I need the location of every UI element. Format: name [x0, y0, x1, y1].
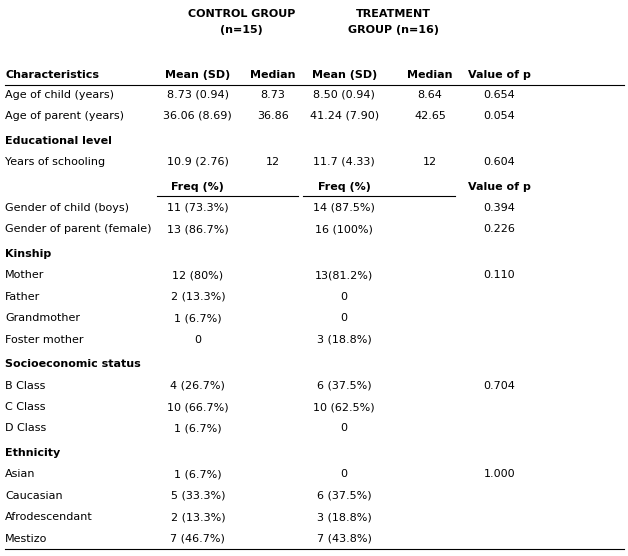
Text: Kinship: Kinship [5, 249, 51, 259]
Text: 12: 12 [423, 157, 437, 167]
Text: GROUP (n=16): GROUP (n=16) [348, 25, 439, 35]
Text: 10.9 (2.76): 10.9 (2.76) [167, 157, 229, 167]
Text: 1 (6.7%): 1 (6.7%) [174, 313, 222, 323]
Text: 7 (46.7%): 7 (46.7%) [170, 534, 225, 544]
Text: 12: 12 [266, 157, 280, 167]
Text: Father: Father [5, 292, 40, 302]
Text: Gender of child (boys): Gender of child (boys) [5, 203, 129, 213]
Text: 36.86: 36.86 [257, 111, 289, 121]
Text: Afrodescendant: Afrodescendant [5, 512, 93, 522]
Text: 41.24 (7.90): 41.24 (7.90) [310, 111, 379, 121]
Text: Mestizo: Mestizo [5, 534, 47, 544]
Text: Ethnicity: Ethnicity [5, 448, 60, 458]
Text: 11.7 (4.33): 11.7 (4.33) [313, 157, 375, 167]
Text: Freq (%): Freq (%) [171, 182, 224, 192]
Text: 10 (62.5%): 10 (62.5%) [313, 402, 375, 412]
Text: Mother: Mother [5, 270, 45, 280]
Text: 0: 0 [194, 335, 202, 345]
Text: 36.06 (8.69): 36.06 (8.69) [163, 111, 232, 121]
Text: 0.604: 0.604 [484, 157, 515, 167]
Text: 2 (13.3%): 2 (13.3%) [171, 512, 225, 522]
Text: D Class: D Class [5, 424, 46, 434]
Text: Educational level: Educational level [5, 136, 112, 146]
Text: Median: Median [408, 70, 453, 80]
Text: Age of parent (years): Age of parent (years) [5, 111, 124, 121]
Text: 14 (87.5%): 14 (87.5%) [313, 203, 375, 213]
Text: 8.64: 8.64 [418, 90, 443, 100]
Text: 3 (18.8%): 3 (18.8%) [317, 335, 372, 345]
Text: 0.654: 0.654 [484, 90, 515, 100]
Text: Age of child (years): Age of child (years) [5, 90, 114, 100]
Text: 5 (33.3%): 5 (33.3%) [171, 491, 225, 501]
Text: 10 (66.7%): 10 (66.7%) [167, 402, 229, 412]
Text: Value of p: Value of p [468, 182, 531, 192]
Text: Characteristics: Characteristics [5, 70, 99, 80]
Text: 8.73 (0.94): 8.73 (0.94) [167, 90, 229, 100]
Text: CONTROL GROUP: CONTROL GROUP [188, 9, 295, 19]
Text: 16 (100%): 16 (100%) [315, 225, 373, 235]
Text: 1 (6.7%): 1 (6.7%) [174, 424, 222, 434]
Text: 6 (37.5%): 6 (37.5%) [317, 381, 371, 391]
Text: 0.226: 0.226 [484, 225, 515, 235]
Text: 0.110: 0.110 [484, 270, 515, 280]
Text: TREATMENT: TREATMENT [356, 9, 431, 19]
Text: 3 (18.8%): 3 (18.8%) [317, 512, 372, 522]
Text: Socioeconomic status: Socioeconomic status [5, 359, 141, 369]
Text: 42.65: 42.65 [414, 111, 446, 121]
Text: Mean (SD): Mean (SD) [165, 70, 230, 80]
Text: 11 (73.3%): 11 (73.3%) [167, 203, 229, 213]
Text: 0: 0 [340, 424, 348, 434]
Text: Grandmother: Grandmother [5, 313, 80, 323]
Text: Median: Median [251, 70, 296, 80]
Text: 13 (86.7%): 13 (86.7%) [167, 225, 229, 235]
Text: 6 (37.5%): 6 (37.5%) [317, 491, 371, 501]
Text: Gender of parent (female): Gender of parent (female) [5, 225, 151, 235]
Text: Years of schooling: Years of schooling [5, 157, 105, 167]
Text: Caucasian: Caucasian [5, 491, 63, 501]
Text: (n=15): (n=15) [220, 25, 263, 35]
Text: Asian: Asian [5, 469, 36, 479]
Text: 0.394: 0.394 [484, 203, 515, 213]
Text: 12 (80%): 12 (80%) [172, 270, 224, 280]
Text: B Class: B Class [5, 381, 45, 391]
Text: 8.50 (0.94): 8.50 (0.94) [313, 90, 375, 100]
Text: Freq (%): Freq (%) [318, 182, 371, 192]
Text: 1.000: 1.000 [484, 469, 515, 479]
Text: 0.704: 0.704 [484, 381, 515, 391]
Text: Mean (SD): Mean (SD) [311, 70, 377, 80]
Text: 0: 0 [340, 469, 348, 479]
Text: C Class: C Class [5, 402, 45, 412]
Text: Value of p: Value of p [468, 70, 531, 80]
Text: Foster mother: Foster mother [5, 335, 84, 345]
Text: 7 (43.8%): 7 (43.8%) [317, 534, 372, 544]
Text: 1 (6.7%): 1 (6.7%) [174, 469, 222, 479]
Text: 2 (13.3%): 2 (13.3%) [171, 292, 225, 302]
Text: 13(81.2%): 13(81.2%) [315, 270, 373, 280]
Text: 8.73: 8.73 [261, 90, 286, 100]
Text: 4 (26.7%): 4 (26.7%) [170, 381, 225, 391]
Text: 0.054: 0.054 [484, 111, 515, 121]
Text: 0: 0 [340, 313, 348, 323]
Text: 0: 0 [340, 292, 348, 302]
